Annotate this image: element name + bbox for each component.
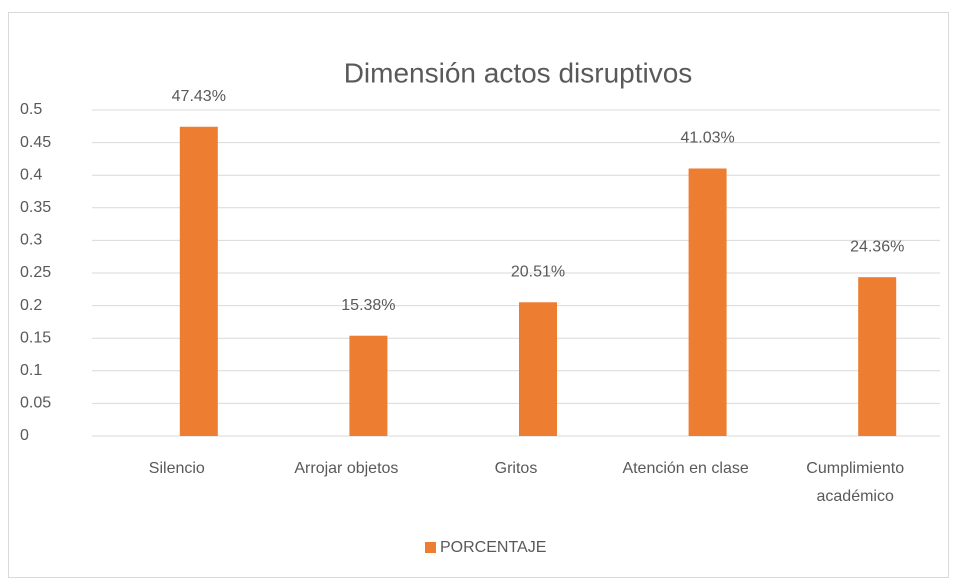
- y-tick-label: 0.05: [20, 395, 51, 412]
- value-label: 47.43%: [172, 88, 226, 105]
- y-tick-label: 0.45: [20, 134, 51, 151]
- bar: [688, 168, 727, 436]
- y-tick-label: 0.1: [20, 362, 42, 379]
- bar: [858, 277, 897, 436]
- bar: [519, 302, 557, 436]
- y-tick-label: 0.2: [20, 297, 42, 314]
- value-label: 24.36%: [850, 238, 904, 255]
- y-tick-label: 0.15: [20, 329, 51, 346]
- y-tick-label: 0.5: [20, 101, 42, 118]
- value-label: 20.51%: [511, 263, 565, 280]
- x-tick-label: Cumplimiento académico: [806, 460, 904, 505]
- y-tick-label: 0.4: [20, 166, 42, 183]
- value-label: 15.38%: [341, 297, 395, 314]
- y-tick-label: 0.35: [20, 199, 51, 216]
- x-tick-label: Arrojar objetos: [294, 460, 398, 477]
- x-tick-label: Atención en clase: [622, 460, 748, 477]
- x-tick-label: Gritos: [495, 460, 538, 477]
- y-tick-label: 0: [20, 427, 29, 444]
- y-tick-label: 0.3: [20, 232, 42, 249]
- y-tick-label: 0.25: [20, 264, 51, 281]
- chart-border: [8, 12, 949, 578]
- legend-swatch: [425, 542, 436, 553]
- chart-title: Dimensión actos disruptivos: [344, 57, 693, 88]
- legend-label: PORCENTAJE: [440, 539, 546, 556]
- x-tick-label: Silencio: [149, 460, 205, 477]
- bar: [349, 335, 388, 436]
- bar: [179, 126, 218, 436]
- value-label: 41.03%: [680, 130, 734, 147]
